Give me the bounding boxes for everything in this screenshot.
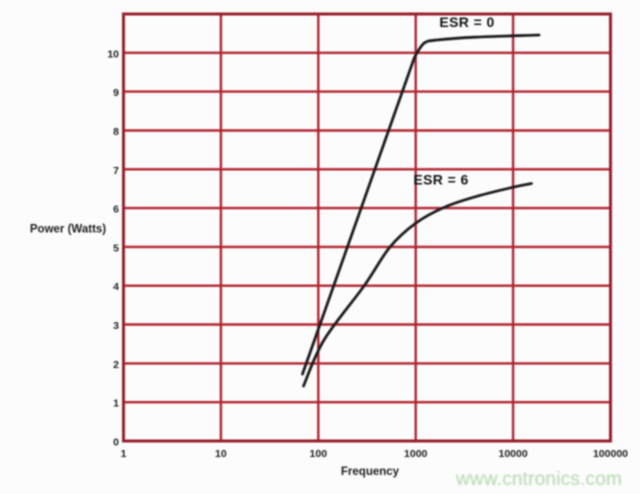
svg-text:6: 6 [113, 204, 119, 216]
svg-text:1: 1 [113, 398, 119, 410]
svg-text:Power (Watts): Power (Watts) [30, 224, 106, 236]
svg-text:ESR = 6: ESR = 6 [413, 172, 468, 188]
svg-text:5: 5 [113, 242, 119, 254]
svg-text:10000: 10000 [498, 448, 527, 460]
svg-text:1: 1 [121, 448, 127, 460]
svg-text:9: 9 [113, 87, 119, 99]
svg-text:1000: 1000 [404, 448, 428, 460]
svg-text:100: 100 [310, 448, 328, 460]
svg-text:2: 2 [113, 359, 119, 371]
svg-text:3: 3 [113, 320, 119, 332]
svg-text:Frequency: Frequency [341, 466, 400, 478]
svg-text:4: 4 [113, 281, 119, 293]
svg-text:0: 0 [113, 437, 119, 449]
svg-text:ESR = 0: ESR = 0 [439, 14, 494, 30]
svg-text:100000: 100000 [593, 448, 628, 460]
svg-text:www.cntronics.com: www.cntronics.com [455, 469, 622, 490]
svg-text:10: 10 [215, 448, 227, 460]
svg-text:10: 10 [107, 48, 119, 60]
svg-text:8: 8 [113, 126, 119, 138]
svg-text:7: 7 [113, 165, 119, 177]
